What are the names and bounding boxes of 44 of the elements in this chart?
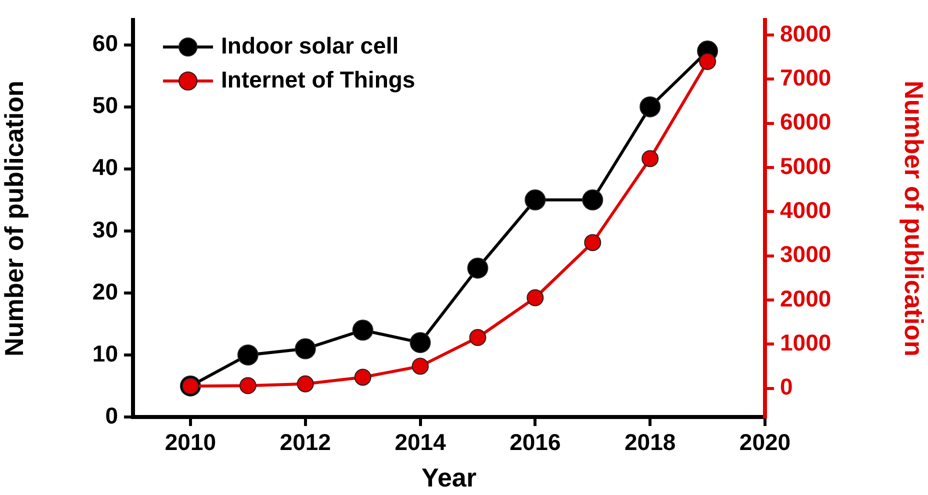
point [526, 289, 544, 306]
point [469, 329, 486, 346]
point [584, 234, 602, 252]
y-tick-label: 0 [105, 402, 118, 428]
y2-tick-label: 3000 [780, 241, 832, 268]
point [354, 368, 372, 386]
x-axis-title: Year [422, 462, 476, 493]
y2-tick-label: 1000 [780, 329, 832, 356]
y-tick-label: 20 [92, 278, 118, 304]
x-tick-label: 2014 [394, 429, 446, 456]
point [296, 375, 314, 392]
y-tick-label: 60 [92, 30, 118, 56]
x-tick-label: 2010 [164, 429, 216, 456]
point [699, 53, 716, 70]
point [642, 150, 659, 168]
point [412, 358, 429, 375]
legend-label: Indoor solar cell [221, 32, 399, 58]
x-tick-label: 2016 [510, 429, 561, 456]
y2-tick-label: 5000 [780, 152, 832, 179]
x-tick-label: 2020 [739, 429, 791, 456]
point [352, 320, 374, 341]
point [524, 189, 546, 210]
y2-tick-label: 4000 [780, 197, 832, 223]
point [239, 377, 256, 394]
point [410, 332, 431, 354]
x-tick-label: 2012 [280, 429, 331, 456]
y-tick-label: 10 [92, 340, 118, 366]
point [237, 344, 258, 366]
y2-tick-label: 0 [780, 374, 793, 400]
y-tick-label: 40 [92, 154, 118, 180]
point [467, 258, 488, 279]
y-tick-label: 30 [92, 216, 118, 242]
point [640, 96, 661, 118]
y2-tick-label: 2000 [780, 285, 832, 312]
point [294, 338, 316, 360]
y-axis-title: Number of publication [0, 80, 29, 356]
x-tick-label: 2018 [624, 429, 676, 456]
y2-tick-label: 7000 [780, 64, 832, 91]
y-tick-label: 50 [92, 92, 118, 118]
point [582, 189, 604, 210]
y2-axis-title: Number of publication [899, 80, 928, 356]
y2-tick-label: 6000 [780, 108, 832, 135]
y2-tick-label: 8000 [780, 20, 832, 46]
legend-label: Internet of Things [221, 66, 416, 92]
